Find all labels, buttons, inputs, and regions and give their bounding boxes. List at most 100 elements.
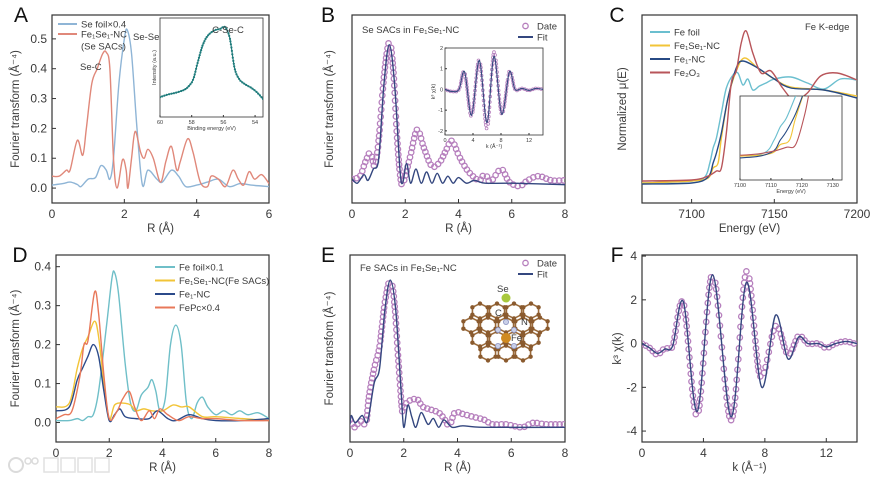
data-point-marker: [221, 26, 224, 29]
y-tick-label: 0.3: [30, 92, 47, 106]
selenium-atom: [501, 293, 511, 303]
carbon-atom: [513, 319, 518, 324]
data-point-marker: [257, 92, 260, 95]
x-tick-label: 8: [562, 446, 569, 460]
data-point-marker: [253, 89, 256, 92]
x-tick-label: 6: [266, 207, 273, 221]
data-point-marker: [241, 81, 244, 84]
inset-x-axis-label: Binding energy (eV): [187, 126, 236, 132]
panel-B: 0 2 4 6 8 B R (Å) Fourier transform (Å⁻⁴) DateFi…: [321, 4, 569, 235]
data-point-marker: [368, 153, 376, 161]
data-point-marker: [198, 54, 201, 57]
x-axis-label: R (Å): [147, 222, 174, 235]
data-point-marker: [233, 65, 236, 68]
data-point-marker: [392, 120, 400, 128]
data-point-marker: [410, 395, 418, 403]
data-point-marker: [197, 56, 201, 59]
data-point-marker: [439, 153, 447, 160]
data-point-marker: [230, 46, 233, 49]
data-point-marker: [160, 96, 162, 99]
y-tick-label: -1: [438, 108, 443, 114]
carbon-atom: [528, 347, 533, 352]
data-point-marker: [204, 37, 207, 41]
y-tick-label: 0.3: [34, 299, 51, 313]
watermark-glyph: [77, 457, 93, 473]
carbon-atom: [545, 326, 550, 331]
data-point-marker: [377, 332, 385, 340]
nitrogen-atom: [510, 326, 517, 333]
carbon-atom: [536, 333, 541, 338]
carbon-atom: [503, 343, 509, 348]
data-point-marker: [251, 87, 254, 90]
watermark-glyph: [60, 457, 76, 473]
panel-label: C: [609, 4, 624, 27]
series-line: [642, 273, 857, 418]
x-tick-label: 2: [402, 207, 409, 221]
legend-label: Date: [537, 22, 557, 33]
data-point-marker: [476, 415, 484, 422]
watermark-logo-mark: [8, 457, 24, 473]
panel-label: D: [12, 244, 27, 267]
data-point-marker: [200, 46, 203, 49]
data-point-marker: [231, 53, 234, 56]
data-point-marker: [377, 337, 384, 345]
data-point-marker: [403, 167, 411, 175]
y-tick-label: 0.0: [34, 416, 51, 430]
carbon-atom: [461, 319, 466, 324]
carbon-atom: [470, 333, 475, 338]
x-tick-label: 8: [266, 446, 273, 460]
data-point-marker: [193, 73, 196, 76]
carbon-atom: [528, 301, 534, 306]
legend-label: Fe₁Se₁-NC(Fe SACs): [179, 276, 269, 287]
series-line: [52, 50, 269, 189]
data-point-marker: [239, 79, 242, 82]
carbon-atom: [521, 305, 526, 310]
data-point-marker: [450, 410, 458, 417]
data-point-marker: [486, 122, 490, 126]
data-point-marker: [195, 67, 198, 70]
series-Fe₁-NC-2: [56, 343, 269, 423]
data-point-marker: [168, 93, 171, 96]
data-point-marker: [379, 313, 387, 321]
x-tick-label: 7100: [734, 183, 746, 189]
series-line: [350, 279, 565, 429]
data-point-marker: [191, 78, 195, 81]
watermark-logo: [8, 457, 110, 473]
data-point-marker: [247, 85, 250, 88]
legend-label: Fe₁-NC: [674, 55, 705, 66]
x-tick-label: 6: [212, 446, 219, 460]
data-point-marker: [479, 172, 487, 180]
series-line: [56, 320, 269, 422]
data-point-marker: [410, 134, 418, 142]
nitrogen-atom: [494, 342, 501, 349]
data-point-marker: [374, 143, 382, 151]
x-tick-label: 2: [106, 446, 113, 460]
data-point-marker: [258, 94, 261, 97]
carbon-atom: [537, 315, 543, 320]
series-Se foil×0.4-0: [52, 28, 269, 188]
carbon-atom: [470, 340, 475, 345]
y-tick-label: 0.2: [30, 121, 47, 135]
y-tick-label: 0.5: [30, 32, 47, 46]
series-Fit-1: [642, 273, 857, 418]
data-point-marker: [361, 158, 369, 166]
carbon-atom: [477, 329, 483, 334]
series-line: [642, 30, 857, 182]
inset-x-axis-label: k (Å⁻¹): [486, 143, 503, 150]
y-tick-label: 0.4: [34, 260, 51, 274]
carbon-atom: [536, 340, 541, 345]
series-line: [740, 96, 804, 159]
x-tick-label: 2: [121, 207, 128, 221]
panel-label: E: [321, 244, 335, 267]
data-point-marker: [199, 51, 202, 54]
data-point-marker: [249, 86, 252, 89]
data-point-marker: [529, 419, 537, 427]
y-tick-label: 0: [440, 87, 443, 93]
x-tick-label: 6: [508, 446, 515, 460]
carbon-atom: [520, 343, 526, 348]
data-point-marker: [228, 34, 231, 38]
legend-label: Date: [537, 259, 557, 270]
atom-label: N: [521, 317, 528, 328]
